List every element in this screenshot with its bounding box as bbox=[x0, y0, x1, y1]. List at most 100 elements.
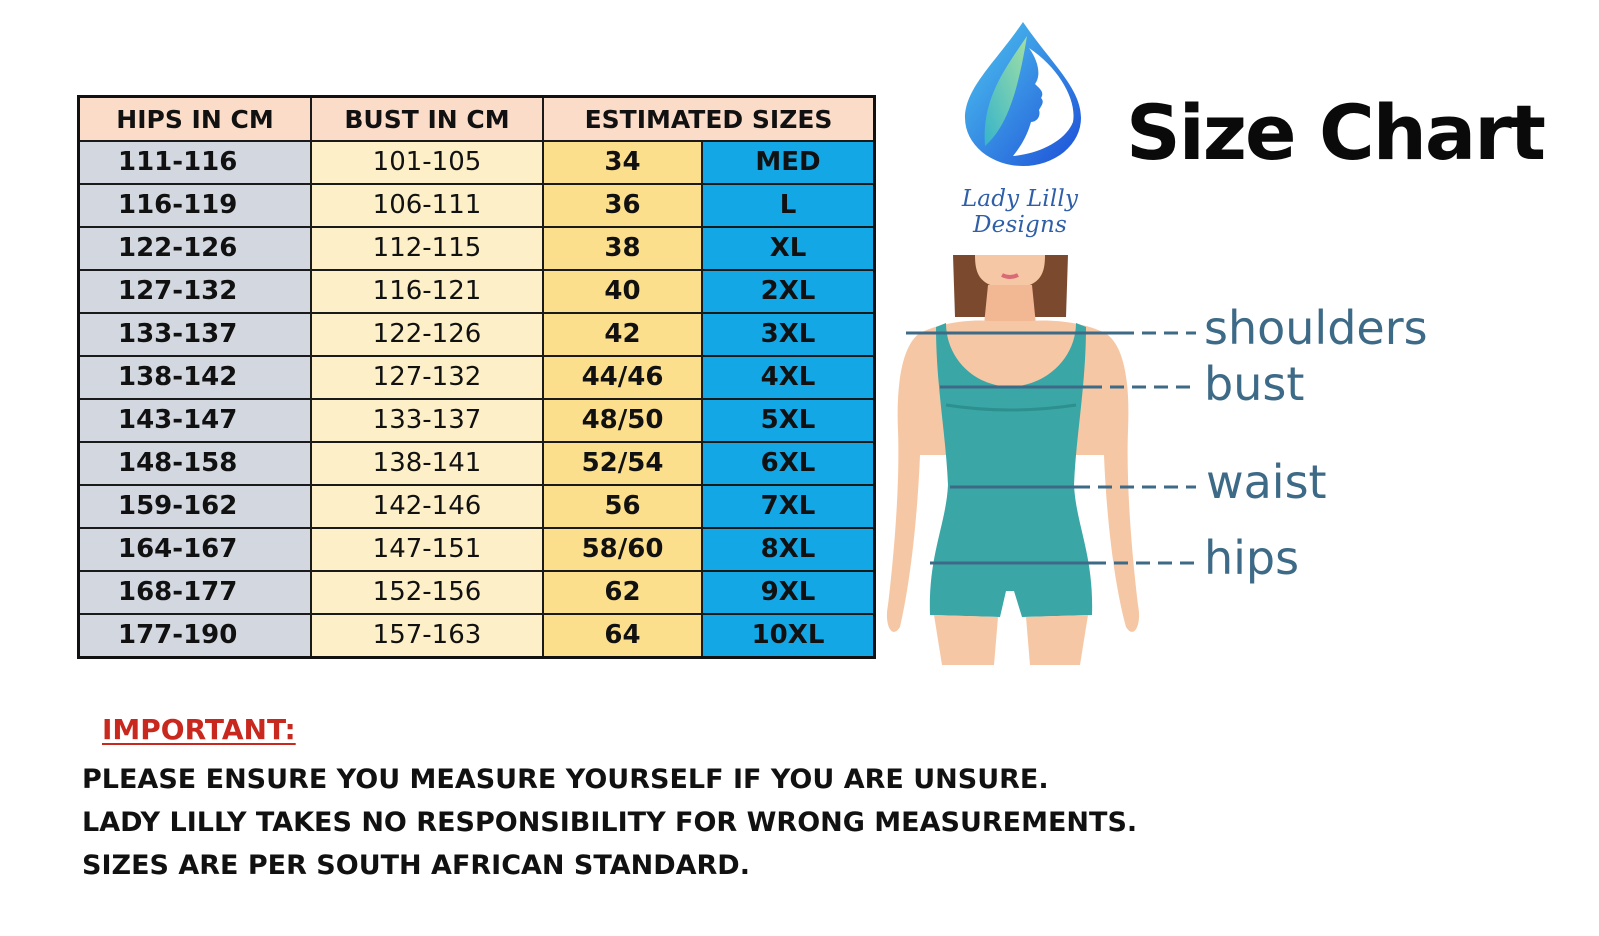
bust-cell-text: 106-111 bbox=[372, 190, 482, 220]
hips-cell-text: 122-126 bbox=[118, 233, 238, 263]
hips-cell: 122-126 bbox=[77, 226, 312, 271]
label-waist: waist bbox=[1206, 455, 1327, 509]
table-row: 168-177 152-156 62 9XL bbox=[77, 570, 876, 615]
size-letter-cell-text: 8XL bbox=[760, 534, 816, 564]
bust-cell: 122-126 bbox=[310, 312, 544, 357]
size-number-cell-text: 64 bbox=[604, 620, 641, 650]
table-row: 111-116 101-105 34 MED bbox=[77, 140, 876, 185]
table-row: 122-126 112-115 38 XL bbox=[77, 226, 876, 271]
size-letter-cell: 2XL bbox=[701, 269, 876, 314]
size-number-cell-text: 44/46 bbox=[581, 362, 664, 392]
size-number-cell: 48/50 bbox=[542, 398, 703, 443]
size-number-cell-text: 62 bbox=[604, 577, 641, 607]
note-line: LADY LILLY TAKES NO RESPONSIBILITY FOR W… bbox=[82, 807, 1138, 838]
size-number-cell: 38 bbox=[542, 226, 703, 271]
size-letter-cell-text: L bbox=[779, 190, 797, 220]
size-number-cell-text: 52/54 bbox=[581, 448, 664, 478]
bust-cell: 142-146 bbox=[310, 484, 544, 529]
size-number-cell-text: 38 bbox=[604, 233, 641, 263]
table-row: 159-162 142-146 56 7XL bbox=[77, 484, 876, 529]
hips-cell: 143-147 bbox=[77, 398, 312, 443]
hips-cell: 116-119 bbox=[77, 183, 312, 228]
table-row: 116-119 106-111 36 L bbox=[77, 183, 876, 228]
bust-cell-text: 147-151 bbox=[372, 534, 482, 564]
size-number-cell: 52/54 bbox=[542, 441, 703, 486]
hips-cell: 159-162 bbox=[77, 484, 312, 529]
size-letter-cell-text: MED bbox=[755, 147, 821, 177]
size-number-cell: 44/46 bbox=[542, 355, 703, 400]
table-row: 143-147 133-137 48/50 5XL bbox=[77, 398, 876, 443]
measurement-figure: shoulders bust waist hips bbox=[880, 255, 1470, 665]
bust-cell-text: 116-121 bbox=[372, 276, 482, 306]
hips-cell: 111-116 bbox=[77, 140, 312, 185]
size-letter-cell: 7XL bbox=[701, 484, 876, 529]
size-number-cell: 40 bbox=[542, 269, 703, 314]
hips-cell-text: 111-116 bbox=[118, 147, 238, 177]
important-notes: PLEASE ENSURE YOU MEASURE YOURSELF IF YO… bbox=[82, 758, 1137, 887]
hips-cell-text: 116-119 bbox=[118, 190, 238, 220]
size-letter-cell: 5XL bbox=[701, 398, 876, 443]
bust-cell-text: 152-156 bbox=[372, 577, 482, 607]
size-number-cell: 56 bbox=[542, 484, 703, 529]
table-row: 127-132 116-121 40 2XL bbox=[77, 269, 876, 314]
header-hips: HIPS IN CM bbox=[77, 95, 312, 142]
size-letter-cell-text: 4XL bbox=[760, 362, 816, 392]
bust-cell: 101-105 bbox=[310, 140, 544, 185]
header-estimated-sizes: ESTIMATED SIZES bbox=[542, 95, 876, 142]
size-letter-cell: 10XL bbox=[701, 613, 876, 659]
bust-cell: 152-156 bbox=[310, 570, 544, 615]
size-number-cell-text: 36 bbox=[604, 190, 641, 220]
bust-cell-text: 157-163 bbox=[372, 620, 482, 650]
size-letter-cell-text: XL bbox=[769, 233, 807, 263]
bust-cell: 116-121 bbox=[310, 269, 544, 314]
table-row: 177-190 157-163 64 10XL bbox=[77, 613, 876, 659]
hips-cell-text: 159-162 bbox=[118, 491, 238, 521]
woman-figure-illustration bbox=[886, 255, 1196, 665]
table-row: 148-158 138-141 52/54 6XL bbox=[77, 441, 876, 486]
hips-cell: 164-167 bbox=[77, 527, 312, 572]
label-shoulders: shoulders bbox=[1204, 301, 1428, 355]
size-number-cell-text: 56 bbox=[604, 491, 641, 521]
hips-cell: 138-142 bbox=[77, 355, 312, 400]
important-heading: IMPORTANT: bbox=[102, 713, 296, 746]
hips-cell-text: 168-177 bbox=[118, 577, 238, 607]
bust-cell-text: 133-137 bbox=[372, 405, 482, 435]
brand-name: Lady Lilly Designs bbox=[961, 186, 1079, 238]
hips-cell-text: 164-167 bbox=[118, 534, 238, 564]
hips-cell-text: 148-158 bbox=[118, 448, 238, 478]
size-letter-cell: L bbox=[701, 183, 876, 228]
bust-cell: 112-115 bbox=[310, 226, 544, 271]
table-body: 111-116 101-105 34 MED 116-119 106-111 36 L 122-… bbox=[77, 140, 876, 659]
bust-cell: 138-141 bbox=[310, 441, 544, 486]
size-number-cell: 34 bbox=[542, 140, 703, 185]
size-number-cell: 62 bbox=[542, 570, 703, 615]
size-number-cell: 64 bbox=[542, 613, 703, 659]
label-hips: hips bbox=[1204, 531, 1300, 585]
size-letter-cell-text: 7XL bbox=[760, 491, 816, 521]
size-number-cell-text: 58/60 bbox=[581, 534, 664, 564]
bust-cell: 133-137 bbox=[310, 398, 544, 443]
hips-cell-text: 127-132 bbox=[118, 276, 238, 306]
note-line: SIZES ARE PER SOUTH AFRICAN STANDARD. bbox=[82, 850, 750, 881]
hips-cell: 177-190 bbox=[77, 613, 312, 659]
size-letter-cell-text: 10XL bbox=[751, 620, 825, 650]
size-letter-cell-text: 9XL bbox=[760, 577, 816, 607]
size-letter-cell: 6XL bbox=[701, 441, 876, 486]
page-title: Size Chart bbox=[1126, 88, 1546, 177]
bust-cell-text: 127-132 bbox=[372, 362, 482, 392]
size-letter-cell: 4XL bbox=[701, 355, 876, 400]
bust-cell: 147-151 bbox=[310, 527, 544, 572]
size-letter-cell: XL bbox=[701, 226, 876, 271]
size-letter-cell: 8XL bbox=[701, 527, 876, 572]
hips-cell-text: 133-137 bbox=[118, 319, 238, 349]
hips-cell-text: 143-147 bbox=[118, 405, 238, 435]
lady-lilly-logo bbox=[965, 22, 1081, 166]
hips-cell: 148-158 bbox=[77, 441, 312, 486]
bust-cell: 157-163 bbox=[310, 613, 544, 659]
bust-cell-text: 101-105 bbox=[372, 147, 482, 177]
size-number-cell-text: 34 bbox=[604, 147, 641, 177]
bust-cell-text: 138-141 bbox=[372, 448, 482, 478]
size-letter-cell-text: 5XL bbox=[760, 405, 816, 435]
bust-cell-text: 122-126 bbox=[372, 319, 482, 349]
hips-cell-text: 138-142 bbox=[118, 362, 238, 392]
